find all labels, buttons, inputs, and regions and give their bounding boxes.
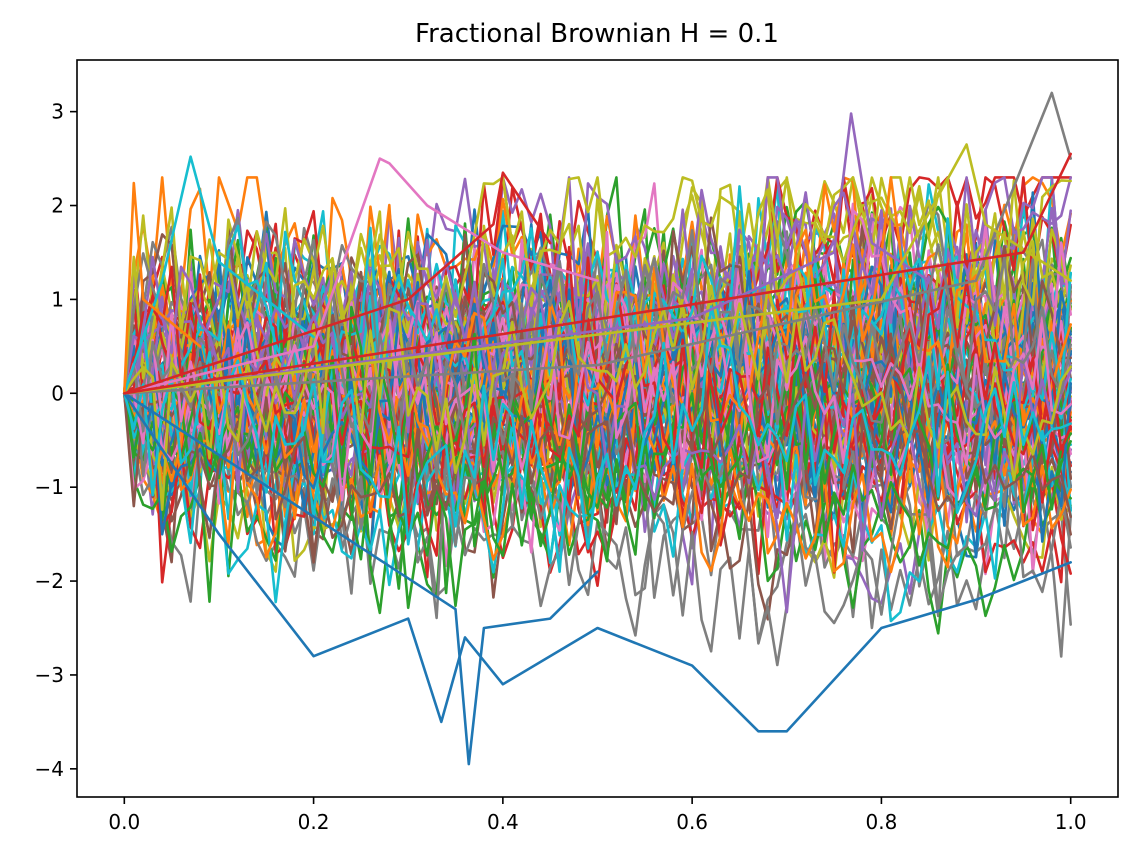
y-tick-label: 3 xyxy=(51,100,64,124)
series-line-extreme xyxy=(123,91,1072,395)
x-tick-label: 0.4 xyxy=(487,810,519,834)
x-axis: 0.0 0.2 0.4 0.6 0.8 1.0 xyxy=(108,797,1087,834)
x-tick-label: 0.2 xyxy=(298,810,330,834)
series-line-extreme xyxy=(123,152,1072,395)
series-line xyxy=(123,258,1072,511)
series-line xyxy=(123,299,1072,557)
y-tick-label: 1 xyxy=(51,287,64,311)
series-line xyxy=(123,176,1072,420)
series-line-extreme xyxy=(123,155,315,395)
series-line-extreme xyxy=(123,181,202,395)
x-tick-label: 0.0 xyxy=(108,810,140,834)
y-tick-label: 0 xyxy=(51,381,64,405)
x-tick-label: 0.8 xyxy=(866,810,898,834)
series-layer xyxy=(123,91,1072,766)
y-tick-label: −4 xyxy=(35,757,64,781)
series-line-extreme xyxy=(123,112,930,395)
y-tick-label: 2 xyxy=(51,194,64,218)
y-axis: −4 −3 −2 −1 0 1 2 3 xyxy=(35,100,77,781)
chart-title: Fractional Brownian H = 0.1 xyxy=(415,19,779,49)
axes-frame xyxy=(76,59,1119,798)
series-line xyxy=(123,348,1072,608)
series-line xyxy=(123,305,1072,573)
series-line-extreme xyxy=(123,392,1072,733)
series-line-extreme xyxy=(123,392,599,766)
series-line xyxy=(123,255,1072,614)
y-tick-label: −3 xyxy=(35,663,64,687)
x-tick-label: 1.0 xyxy=(1055,810,1087,834)
series-line-extreme xyxy=(123,143,1072,395)
series-line-extreme xyxy=(123,171,552,395)
x-tick-label: 0.6 xyxy=(676,810,708,834)
y-tick-label: −1 xyxy=(35,475,64,499)
series-line-extreme xyxy=(123,157,599,395)
series-line xyxy=(123,284,1072,564)
series-line xyxy=(123,365,1072,574)
y-tick-label: −2 xyxy=(35,569,64,593)
